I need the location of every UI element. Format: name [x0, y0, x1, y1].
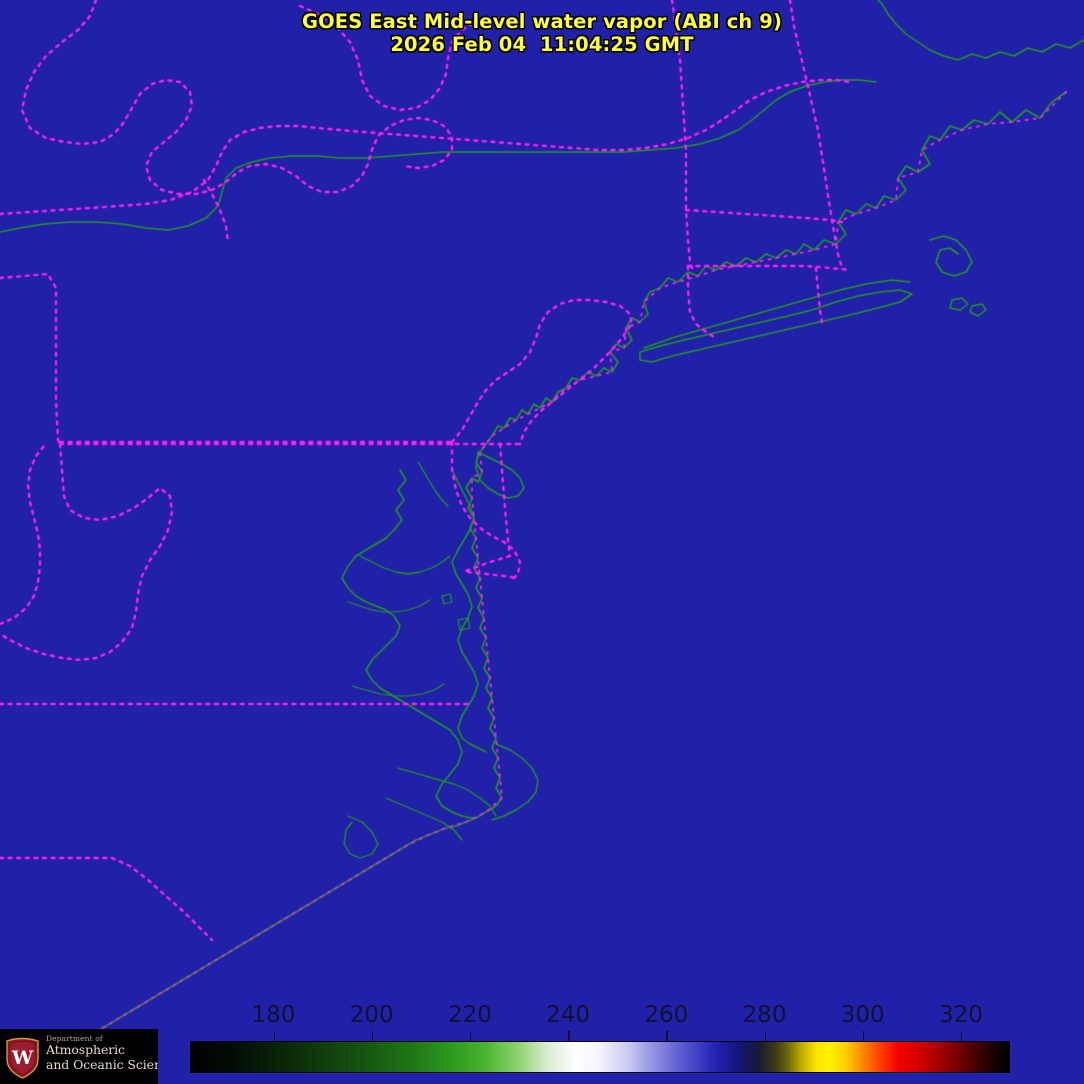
colorbar-tick-label: 200 — [349, 1002, 394, 1028]
logo-department-prefix: Department of — [46, 1034, 103, 1043]
colorbar-tick — [764, 1031, 767, 1041]
colorbar-tick — [862, 1031, 865, 1041]
colorbar-tick-label: 180 — [251, 1002, 296, 1028]
colorbar: 180 200 220 240 260 280 300 320 — [190, 1002, 1010, 1073]
colorbar-tick — [469, 1031, 472, 1041]
colorbar-tick — [273, 1031, 276, 1041]
colorbar-tick-label: 320 — [938, 1002, 983, 1028]
logo-text-block: Department of Atmospheric and Oceanic Sc… — [46, 1034, 158, 1072]
uw-crest-icon: W — [6, 1037, 39, 1079]
svg-text:W: W — [11, 1047, 34, 1069]
colorbar-tick-label: 240 — [546, 1002, 591, 1028]
colorbar-tick — [371, 1031, 374, 1041]
uw-madison-aos-logo: W Department of Atmospheric and Oceanic … — [0, 1029, 158, 1084]
colorbar-tick-label: 300 — [840, 1002, 885, 1028]
logo-line-2: and Oceanic Sciences — [46, 1056, 158, 1072]
colorbar-tick-label: 220 — [447, 1002, 492, 1028]
colorbar-tick-label: 280 — [742, 1002, 787, 1028]
colorbar-tick — [666, 1031, 668, 1041]
colorbar-tick — [568, 1031, 570, 1041]
colorbar-tick — [960, 1031, 963, 1041]
colorbar-gradient — [190, 1041, 1010, 1073]
colorbar-tick-label: 260 — [644, 1002, 689, 1028]
logo-line-1: Atmospheric — [46, 1042, 125, 1057]
